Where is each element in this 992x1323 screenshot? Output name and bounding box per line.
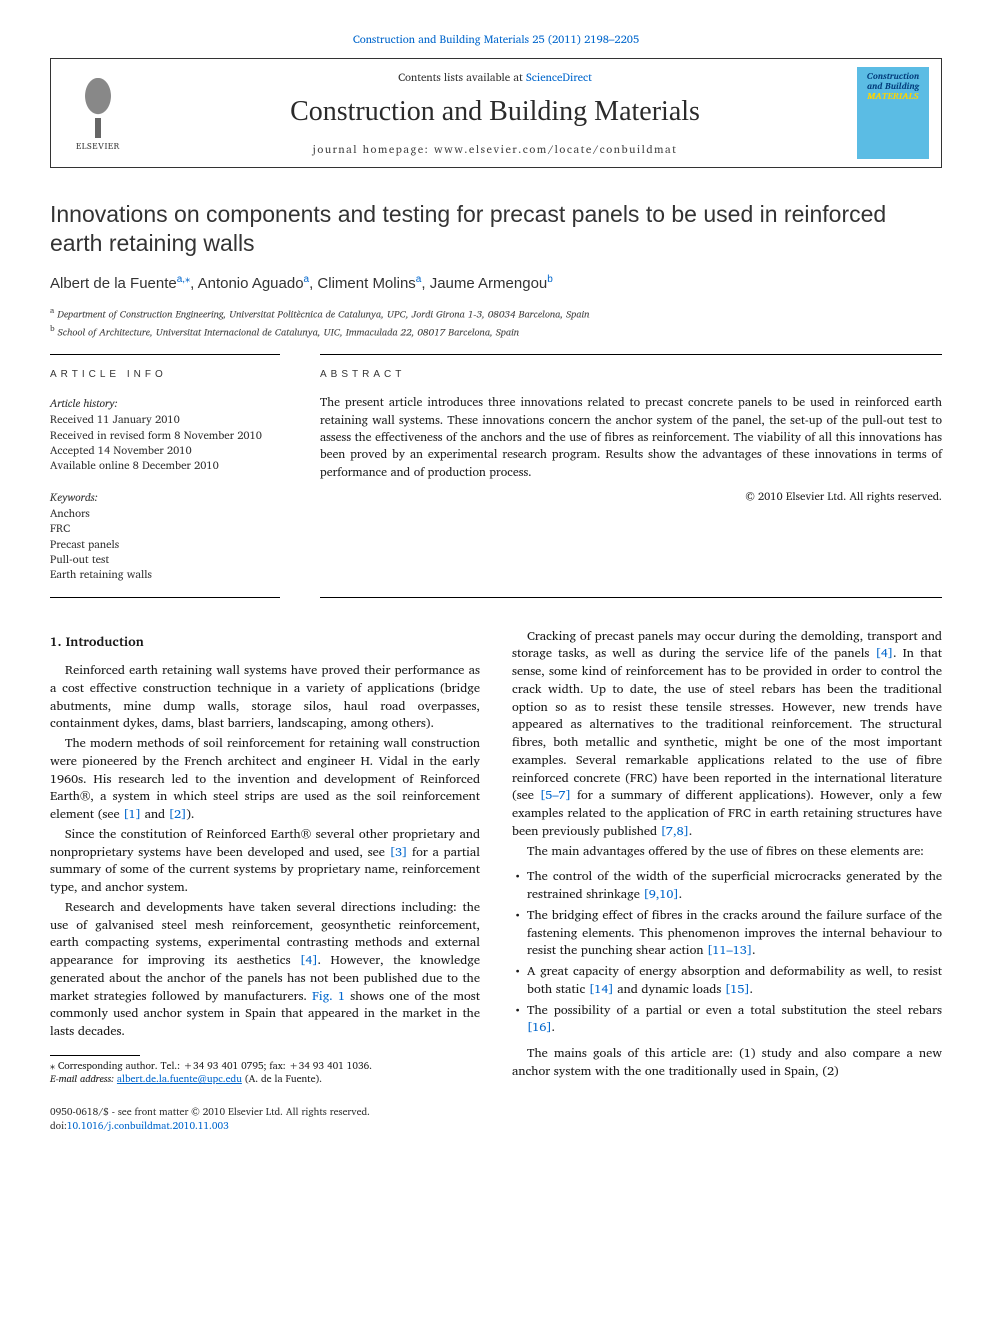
- keyword: Earth retaining walls: [50, 567, 280, 582]
- cover-line-3: MATERIALS: [861, 91, 925, 101]
- authors-line: Albert de la Fuentea,⁎, Antonio Aguadoa,…: [50, 274, 942, 292]
- contents-available-line: Contents lists available at ScienceDirec…: [153, 68, 837, 86]
- list-item: The possibility of a partial or even a t…: [512, 1002, 942, 1038]
- publisher-name: ELSEVIER: [76, 138, 120, 153]
- paragraph: Since the constitution of Reinforced Ear…: [50, 826, 480, 897]
- reference-link[interactable]: [16]: [527, 1017, 552, 1037]
- page-footer: 0950-0618/$ - see front matter © 2010 El…: [50, 1105, 942, 1133]
- abstract-copyright: © 2010 Elsevier Ltd. All rights reserved…: [320, 487, 942, 505]
- elsevier-tree-icon: [68, 78, 128, 138]
- homepage-url[interactable]: www.elsevier.com/locate/conbuildmat: [434, 140, 677, 158]
- footnote-separator: [50, 1055, 140, 1056]
- article-info-column: article info Article history: Received 1…: [50, 369, 280, 583]
- rule-abstract-top: [320, 354, 942, 355]
- paragraph: The modern methods of soil reinforcement…: [50, 735, 480, 824]
- journal-ref-link[interactable]: Construction and Building Materials 25 (…: [353, 30, 639, 48]
- affiliation-b: School of Architecture, Universitat Inte…: [58, 324, 520, 340]
- paragraph: The main advantages offered by the use o…: [512, 843, 942, 861]
- paragraph: Research and developments have taken sev…: [50, 899, 480, 1041]
- section-1-heading: 1. Introduction: [50, 632, 480, 650]
- author-1-affil: a,⁎: [177, 274, 190, 285]
- abstract-text: The present article introduces three inn…: [320, 394, 942, 481]
- journal-header-box: ELSEVIER Contents lists available at Sci…: [50, 58, 942, 168]
- header-center: Contents lists available at ScienceDirec…: [153, 68, 837, 158]
- article-body: 1. Introduction Reinforced earth retaini…: [50, 628, 942, 1087]
- author-4-affil: b: [547, 274, 553, 285]
- keywords-list: Anchors FRC Precast panels Pull-out test…: [50, 506, 280, 583]
- corresponding-author-footnote: ⁎ Corresponding author. Tel.: +34 93 401…: [50, 1060, 480, 1087]
- journal-title: Construction and Building Materials: [153, 96, 837, 128]
- reference-link[interactable]: [2]: [169, 804, 187, 824]
- author-3[interactable]: , Climent Molins: [309, 275, 416, 292]
- publisher-logo[interactable]: ELSEVIER: [63, 73, 133, 153]
- advantages-list: The control of the width of the superfic…: [512, 868, 942, 1037]
- doi-prefix: doi:: [50, 1118, 67, 1134]
- issn-line: 0950-0618/$ - see front matter © 2010 El…: [50, 1105, 370, 1119]
- affiliations: a Department of Construction Engineering…: [50, 304, 942, 341]
- list-item: The control of the width of the superfic…: [512, 868, 942, 904]
- journal-homepage: journal homepage: www.elsevier.com/locat…: [153, 140, 837, 158]
- reference-link[interactable]: [15]: [725, 979, 750, 999]
- rule-info-top: [50, 354, 280, 355]
- reference-link[interactable]: [14]: [589, 979, 614, 999]
- paragraph: The mains goals of this article are: (1)…: [512, 1045, 942, 1081]
- corr-email-link[interactable]: albert.de.la.fuente@upc.edu: [117, 1071, 242, 1087]
- reference-link[interactable]: [11–13]: [707, 940, 752, 960]
- journal-cover-thumbnail[interactable]: Construction and Building MATERIALS: [857, 67, 929, 159]
- author-2[interactable]: , Antonio Aguado: [190, 275, 303, 292]
- paragraph: Reinforced earth retaining wall systems …: [50, 662, 480, 733]
- contents-prefix: Contents lists available at: [398, 68, 526, 86]
- author-1[interactable]: Albert de la Fuente: [50, 275, 177, 292]
- homepage-prefix: journal homepage:: [313, 140, 434, 158]
- keyword: Anchors: [50, 506, 280, 521]
- doi-link[interactable]: 10.1016/j.conbuildmat.2010.11.003: [67, 1118, 229, 1134]
- reference-link[interactable]: [1]: [123, 804, 141, 824]
- list-item: A great capacity of energy absorption an…: [512, 963, 942, 999]
- affiliation-a: Department of Construction Engineering, …: [57, 306, 589, 322]
- paragraph: Cracking of precast panels may occur dur…: [512, 628, 942, 841]
- rule-info-bottom: [50, 597, 280, 598]
- sciencedirect-link[interactable]: ScienceDirect: [526, 68, 592, 86]
- article-info-heading: article info: [50, 369, 280, 380]
- author-4[interactable]: , Jaume Armengou: [421, 275, 547, 292]
- journal-reference: Construction and Building Materials 25 (…: [50, 30, 942, 48]
- abstract-heading: abstract: [320, 369, 942, 380]
- history-lines: Received 11 January 2010 Received in rev…: [50, 412, 280, 474]
- article-title: Innovations on components and testing fo…: [50, 200, 942, 258]
- email-label: E-mail address:: [50, 1071, 117, 1087]
- reference-link[interactable]: [7,8]: [661, 821, 689, 841]
- abstract-column: abstract The present article introduces …: [320, 369, 942, 583]
- email-suffix: (A. de la Fuente).: [242, 1071, 322, 1087]
- list-item: The bridging effect of fibres in the cra…: [512, 907, 942, 960]
- rule-abstract-bottom: [320, 597, 942, 598]
- history-online: Available online 8 December 2010: [50, 458, 280, 473]
- reference-link[interactable]: [9,10]: [644, 884, 679, 904]
